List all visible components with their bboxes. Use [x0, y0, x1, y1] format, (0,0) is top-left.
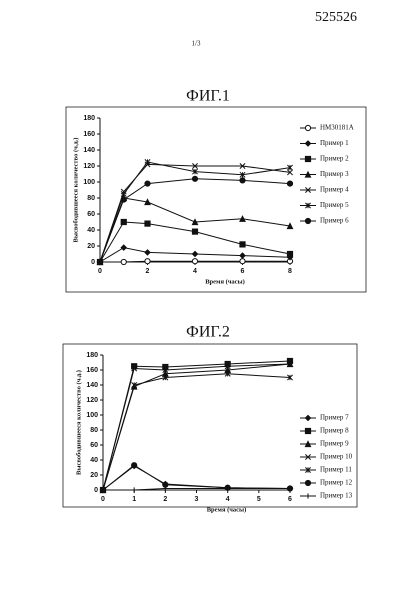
legend-label: HM30181A	[320, 124, 354, 132]
series-line	[103, 364, 290, 490]
legend-label: Пример 11	[320, 466, 352, 474]
marker	[145, 199, 150, 204]
y-tick-label: 120	[86, 397, 98, 404]
marker	[192, 176, 197, 181]
y-tick-label: 100	[86, 412, 98, 419]
y-tick-label: 100	[83, 179, 95, 186]
marker	[305, 441, 310, 446]
marker	[240, 216, 245, 221]
x-tick-label: 2	[163, 496, 167, 503]
x-tick-label: 0	[98, 268, 102, 275]
legend-label: Пример 9	[320, 440, 349, 448]
marker	[305, 415, 310, 420]
marker	[305, 141, 310, 146]
x-tick-label: 5	[257, 496, 261, 503]
x-tick-label: 3	[195, 496, 199, 503]
page-number: 525526	[315, 10, 357, 25]
marker	[145, 250, 150, 255]
chart-title: ФИГ.2	[186, 324, 230, 341]
marker	[145, 259, 150, 264]
legend-label: Пример 2	[320, 155, 349, 163]
x-tick-label: 6	[241, 268, 245, 275]
y-tick-label: 20	[87, 243, 95, 250]
legend-label: Пример 6	[320, 217, 349, 225]
marker	[287, 181, 292, 186]
marker	[287, 223, 292, 228]
y-tick-label: 160	[86, 367, 98, 374]
legend-label: Пример 4	[320, 186, 349, 194]
chart-title: ФИГ.1	[186, 88, 230, 105]
series-line	[103, 364, 290, 490]
marker	[240, 178, 245, 183]
legend-label: Пример 13	[320, 492, 353, 500]
marker	[305, 493, 310, 498]
x-axis-title: Время (часы)	[205, 278, 245, 285]
y-tick-label: 0	[94, 487, 98, 494]
marker	[121, 259, 126, 264]
y-axis-title: Высвободившееся количество (ч.д.)	[75, 370, 82, 475]
chart-frame	[66, 107, 366, 292]
y-tick-label: 60	[90, 442, 98, 449]
marker	[240, 242, 245, 247]
marker	[145, 221, 150, 226]
y-tick-label: 180	[83, 115, 95, 122]
y-tick-label: 40	[90, 457, 98, 464]
x-tick-label: 6	[288, 496, 292, 503]
legend-label: Пример 3	[320, 170, 349, 178]
y-tick-label: 160	[83, 131, 95, 138]
y-tick-label: 140	[83, 147, 95, 154]
page: 525526 1/3 ФИГ.1020406080100120140160180…	[0, 0, 417, 592]
x-tick-label: 2	[146, 268, 150, 275]
y-tick-label: 20	[90, 472, 98, 479]
x-tick-label: 4	[193, 268, 197, 275]
y-tick-label: 80	[90, 427, 98, 434]
marker	[305, 218, 310, 223]
marker	[132, 463, 137, 468]
y-tick-label: 40	[87, 227, 95, 234]
legend-label: Пример 1	[320, 139, 349, 147]
x-tick-label: 1	[132, 496, 136, 503]
x-tick-label: 8	[288, 268, 292, 275]
y-tick-label: 0	[91, 259, 95, 266]
legend-label: Пример 12	[320, 479, 353, 487]
marker	[145, 181, 150, 186]
marker	[192, 251, 197, 256]
marker	[305, 156, 310, 161]
y-tick-label: 140	[86, 382, 98, 389]
marker	[192, 219, 197, 224]
marker	[97, 259, 102, 264]
marker	[305, 428, 310, 433]
marker	[121, 245, 126, 250]
y-tick-label: 60	[87, 211, 95, 218]
marker	[287, 251, 292, 256]
marker	[305, 172, 310, 177]
y-axis-title: Высвободившееся количество (ч.д.)	[72, 138, 79, 243]
marker	[121, 219, 126, 224]
marker	[192, 259, 197, 264]
marker	[305, 125, 310, 130]
marker	[240, 253, 245, 258]
legend-label: Пример 8	[320, 427, 349, 435]
sheet-number: 1/3	[192, 40, 201, 48]
legend-label: Пример 10	[320, 453, 353, 461]
marker	[132, 487, 137, 492]
series-line	[103, 374, 290, 490]
y-tick-label: 180	[86, 352, 98, 359]
legend-label: Пример 7	[320, 414, 349, 422]
y-tick-label: 120	[83, 163, 95, 170]
x-axis-title: Время (часы)	[207, 506, 247, 513]
marker	[121, 197, 126, 202]
y-tick-label: 80	[87, 195, 95, 202]
marker	[192, 229, 197, 234]
x-tick-label: 0	[101, 496, 105, 503]
marker	[305, 480, 310, 485]
marker	[240, 259, 245, 264]
x-tick-label: 4	[226, 496, 230, 503]
legend-label: Пример 5	[320, 201, 349, 209]
